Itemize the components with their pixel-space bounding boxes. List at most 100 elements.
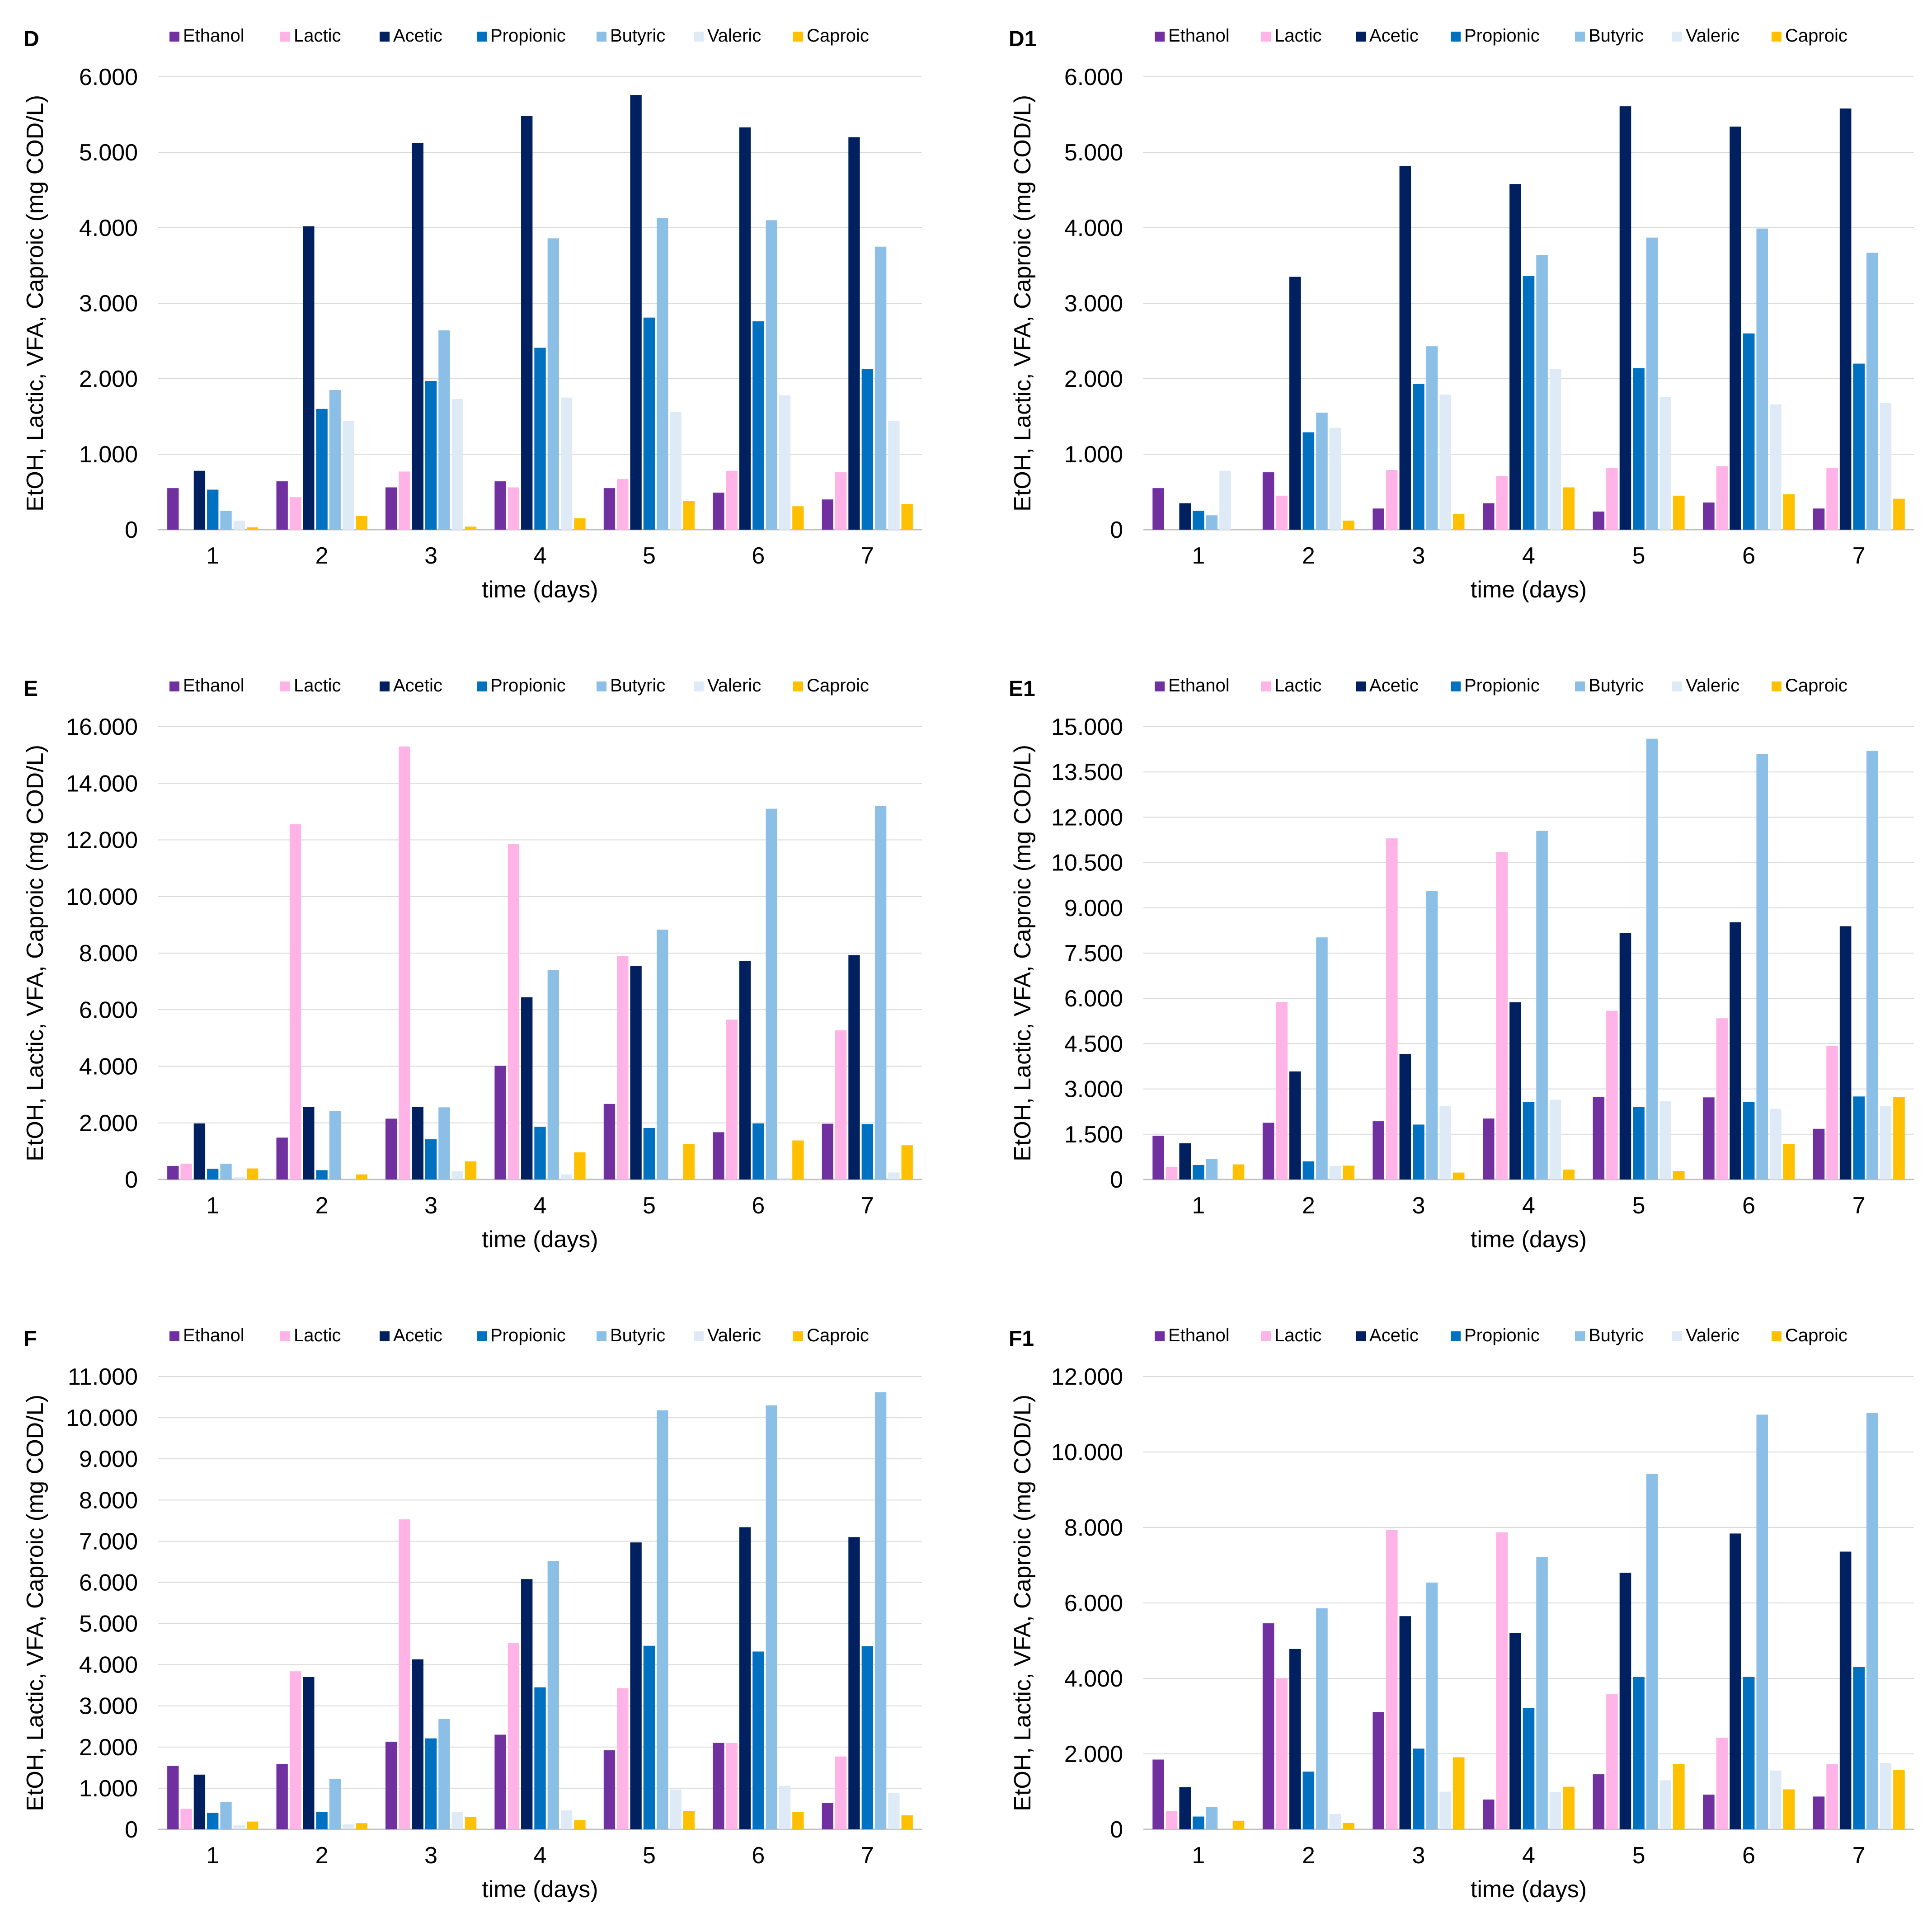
legend-swatch [477,681,487,691]
bar-propionic-day-6 [1743,1677,1755,1829]
x-tick-label: 4 [534,543,547,569]
bar-lactic-day-7 [1826,1764,1838,1829]
bar-ethanol-day-3 [1373,1121,1384,1180]
x-tick-label: 2 [315,1842,329,1869]
bar-propionic-day-3 [425,1738,437,1829]
bar-valeric-day-4 [560,1810,573,1829]
bar-lactic-day-4 [1496,1532,1508,1829]
bar-butyric-day-7 [874,246,887,530]
legend-entry: Caproic [1785,1325,1847,1345]
y-tick-label: 6.000 [79,997,138,1023]
bar-butyric-day-7 [874,1392,887,1829]
y-tick-label: 12.000 [1051,804,1123,831]
bar-propionic-day-4 [1523,1708,1535,1829]
bar-caproic-day-3 [465,1161,477,1180]
bar-acetic-day-1 [1179,1143,1191,1180]
legend-swatch [1261,32,1271,42]
y-tick-label: 8.000 [79,1487,138,1513]
chart-panel-e1: E1 Ethanol Lactic Acetic Propionic Butyric Val… [1009,676,1914,1253]
bar-acetic-day-7 [848,1537,860,1829]
x-tick-label: 4 [1522,1842,1535,1869]
bar-ethanol-day-6 [713,1132,724,1180]
bar-acetic-day-2 [1289,1071,1301,1180]
bar-butyric-day-6 [766,220,777,530]
bar-butyric-day-4 [547,970,559,1180]
bar-valeric-day-7 [888,1793,900,1829]
bar-propionic-day-1 [1192,1816,1204,1829]
bar-ethanol-day-6 [1703,1097,1715,1180]
legend-entry: Valeric [1686,676,1739,695]
bar-lactic-day-6 [726,1020,738,1180]
bar-ethanol-day-4 [1482,1118,1495,1180]
x-tick-label: 4 [534,1842,547,1869]
bar-caproic-day-3 [1453,513,1465,530]
bar-caproic-day-7 [1893,1097,1905,1180]
legend-entry: Butyric [610,676,665,695]
bar-ethanol-day-2 [1262,1123,1274,1180]
bar-propionic-day-2 [316,1170,328,1180]
x-tick-label: 1 [1192,1193,1205,1219]
bar-valeric-day-1 [233,1825,245,1829]
y-tick-label: 10.000 [1051,1439,1123,1466]
bar-butyric-day-2 [1316,413,1328,530]
bar-ethanol-day-6 [1703,1795,1715,1829]
bar-valeric-day-3 [1439,1106,1451,1180]
bar-valeric-day-5 [670,1789,682,1829]
legend-swatch [597,1331,606,1341]
bar-propionic-day-1 [207,489,219,530]
bar-acetic-day-2 [303,226,315,530]
legend-entry: Caproic [1785,676,1847,695]
legend-swatch [793,32,803,42]
bar-ethanol-day-6 [713,493,724,530]
bar-butyric-day-5 [657,1410,668,1829]
bar-butyric-day-6 [766,1405,777,1829]
bar-ethanol-day-1 [167,1165,179,1180]
bar-ethanol-day-7 [1813,1796,1825,1829]
bar-valeric-day-1 [1219,470,1231,530]
bar-ethanol-day-6 [713,1743,724,1829]
y-tick-label: 9.000 [79,1446,138,1472]
bar-butyric-day-3 [1426,1582,1438,1829]
bar-acetic-day-5 [1619,1573,1631,1829]
y-tick-label: 0 [125,517,138,543]
bar-lactic-day-7 [835,472,847,530]
bar-lactic-day-7 [1826,468,1838,530]
legend-swatch [597,32,606,42]
legend-swatch [380,681,390,691]
y-tick-label: 6.000 [79,1570,138,1596]
legend-swatch [1575,1331,1585,1341]
x-tick-label: 3 [424,1193,437,1219]
bar-propionic-day-2 [1302,1772,1315,1829]
legend-swatch [1772,1331,1782,1341]
bar-propionic-day-6 [752,1651,764,1829]
x-tick-label: 3 [424,543,437,569]
legend-swatch [1356,681,1366,691]
bar-caproic-day-5 [1673,1171,1685,1180]
legend-swatch [1451,1331,1461,1341]
bar-propionic-day-5 [1633,1677,1645,1829]
bar-butyric-day-7 [874,806,887,1180]
bar-acetic-day-5 [1619,933,1631,1180]
y-tick-label: 10.000 [66,884,138,910]
bar-valeric-day-2 [343,421,354,530]
bar-valeric-day-2 [1329,1814,1341,1829]
x-tick-label: 7 [861,543,874,569]
bar-ethanol-day-1 [167,488,179,530]
bar-lactic-day-3 [399,1519,410,1829]
bar-acetic-day-4 [521,1579,533,1829]
legend-swatch [1575,681,1585,691]
bar-butyric-day-5 [1646,738,1658,1180]
bar-caproic-day-7 [1893,498,1905,530]
x-axis-title: time (days) [482,1227,598,1253]
legend-entry: Butyric [1589,676,1644,695]
panel-label: F [24,1327,37,1351]
chart-panel-f: F Ethanol Lactic Acetic Propionic Butyric Vale… [22,1325,922,1903]
bar-propionic-day-5 [643,317,655,530]
bar-propionic-day-4 [534,348,546,530]
bar-caproic-day-7 [901,1145,913,1180]
y-tick-label: 4.500 [1064,1031,1123,1057]
x-tick-label: 4 [1522,543,1535,569]
bar-ethanol-day-4 [1482,503,1495,530]
bar-valeric-day-3 [1439,395,1451,530]
panel-label: F1 [1009,1327,1034,1351]
